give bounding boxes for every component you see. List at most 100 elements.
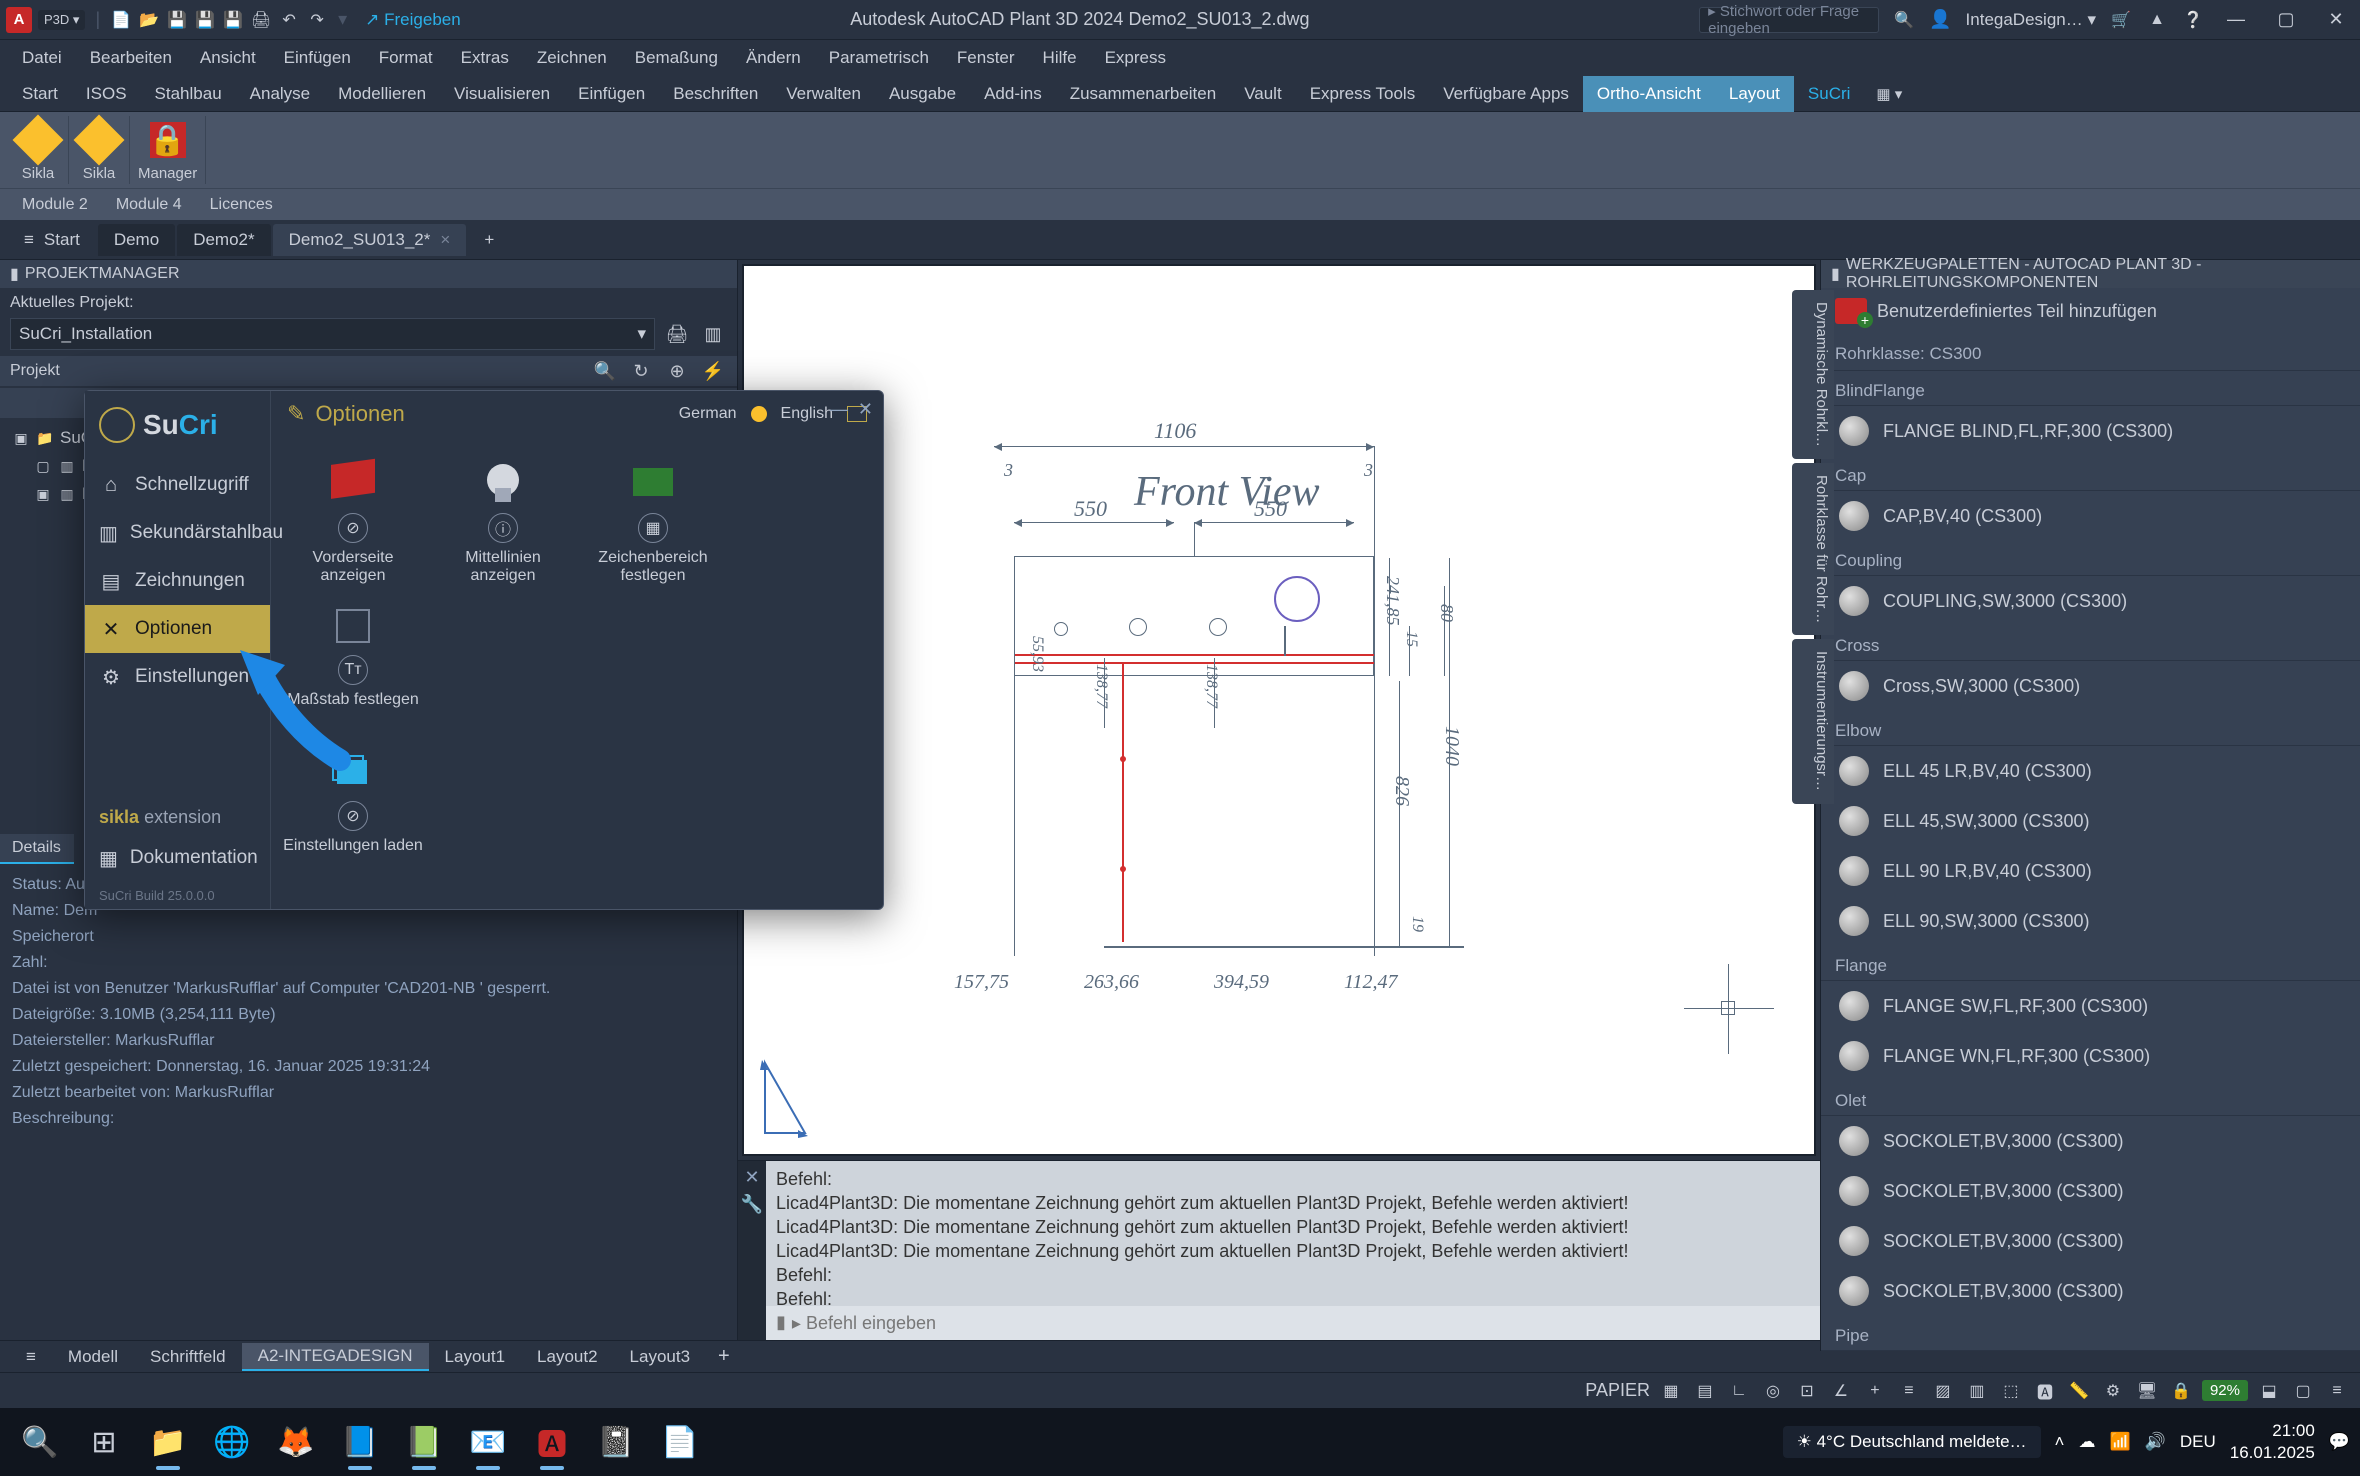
ribbon-tab-sucri[interactable]: SuCri xyxy=(1794,76,1865,112)
task-excel-icon[interactable]: 📗 xyxy=(394,1412,454,1472)
tray-chevron-icon[interactable]: ˄ xyxy=(2055,1432,2065,1452)
help-icon[interactable]: ❔ xyxy=(2182,9,2204,31)
qat-save-icon[interactable]: 💾 xyxy=(166,9,188,31)
taskbar-weather[interactable]: ☀ 4°C Deutschland meldete… xyxy=(1783,1426,2041,1458)
project-refresh-icon[interactable]: ↻ xyxy=(627,357,655,385)
ribbon-tab-visualisieren[interactable]: Visualisieren xyxy=(440,76,564,112)
menu-zeichnen[interactable]: Zeichnen xyxy=(523,40,621,76)
sb-ws-icon[interactable]: ⚙ xyxy=(2100,1378,2126,1404)
palette-item[interactable]: FLANGE WN,FL,RF,300 (CS300) xyxy=(1821,1031,2360,1081)
sucri-tile-vorderseite-anzeigen[interactable]: ⊘Vorderseite anzeigen xyxy=(283,453,423,585)
project-bolt-icon[interactable]: ⚡ xyxy=(699,357,727,385)
layout-tab-a2-integadesign[interactable]: A2-INTEGADESIGN xyxy=(242,1343,429,1371)
tray-volume-icon[interactable]: 🔊 xyxy=(2145,1432,2166,1452)
ribbon-tab-ausgabe[interactable]: Ausgabe xyxy=(875,76,970,112)
command-input[interactable]: ▮ ▸ Befehl eingeben xyxy=(766,1306,1820,1340)
sucri-close-button[interactable]: ✕ xyxy=(858,399,873,420)
ribbon-tab-verfügbare-apps[interactable]: Verfügbare Apps xyxy=(1429,76,1583,112)
task-acad-icon[interactable]: 🅰 xyxy=(522,1412,582,1472)
drawing-canvas[interactable]: 1106 Front View 550 550 3 3 xyxy=(742,264,1816,1156)
sb-track-icon[interactable]: ∠ xyxy=(1828,1378,1854,1404)
project-tool2-icon[interactable]: ▥ xyxy=(699,320,727,348)
menu-einfügen[interactable]: Einfügen xyxy=(270,40,365,76)
sucri-nav-zeichnungen[interactable]: ▤Zeichnungen xyxy=(85,557,270,605)
menu-fenster[interactable]: Fenster xyxy=(943,40,1029,76)
panel-tab-module-2[interactable]: Module 2 xyxy=(8,189,102,221)
task-search-icon[interactable]: 🔍 xyxy=(10,1412,70,1472)
ribbon-tab-zusammenarbeiten[interactable]: Zusammenarbeiten xyxy=(1056,76,1230,112)
menu-ändern[interactable]: Ändern xyxy=(732,40,815,76)
palette-item[interactable]: ELL 90 LR,BV,40 (CS300) xyxy=(1821,846,2360,896)
maximize-button[interactable]: ▢ xyxy=(2268,7,2304,33)
qat-open-icon[interactable]: 📂 xyxy=(138,9,160,31)
qat-saveall-icon[interactable]: 💾 xyxy=(222,9,244,31)
sb-iso-icon[interactable]: ⬓ xyxy=(2256,1378,2282,1404)
ribbon-tab-stahlbau[interactable]: Stahlbau xyxy=(141,76,236,112)
palette-item[interactable]: SOCKOLET,BV,3000 (CS300) xyxy=(1821,1166,2360,1216)
share-button[interactable]: ↗ Freigeben xyxy=(365,10,461,30)
ribbon-tab-beschriften[interactable]: Beschriften xyxy=(659,76,772,112)
tray-notify-icon[interactable]: 💬 xyxy=(2329,1432,2350,1452)
sb-sel-icon[interactable]: ▥ xyxy=(1964,1378,1990,1404)
task-outlook-icon[interactable]: 📧 xyxy=(458,1412,518,1472)
palette-item[interactable]: FLANGE BLIND,FL,RF,300 (CS300) xyxy=(1821,406,2360,456)
menu-hilfe[interactable]: Hilfe xyxy=(1029,40,1091,76)
menu-express[interactable]: Express xyxy=(1091,40,1180,76)
close-button[interactable]: ✕ xyxy=(2318,7,2354,33)
search-icon[interactable]: 🔍 xyxy=(1893,9,1915,31)
tray-wifi-icon[interactable]: 📶 xyxy=(2109,1432,2130,1452)
lang-toggle[interactable] xyxy=(751,406,767,422)
panel-tab-module-4[interactable]: Module 4 xyxy=(102,189,196,221)
sb-ortho-icon[interactable]: ∟ xyxy=(1726,1378,1752,1404)
palette-item[interactable]: ELL 45,SW,3000 (CS300) xyxy=(1821,796,2360,846)
zoom-level[interactable]: 92% xyxy=(2202,1380,2248,1401)
help-search-input[interactable]: ▸ Stichwort oder Frage eingeben xyxy=(1699,7,1879,33)
qat-new-icon[interactable]: 📄 xyxy=(110,9,132,31)
sb-scale-icon[interactable]: 📏 xyxy=(2066,1378,2092,1404)
sb-cust-icon[interactable]: ≡ xyxy=(2324,1378,2350,1404)
ribbon-tab-einfügen[interactable]: Einfügen xyxy=(564,76,659,112)
menu-parametrisch[interactable]: Parametrisch xyxy=(815,40,943,76)
ribbon-tab-start[interactable]: Start xyxy=(8,76,72,112)
command-history[interactable]: Befehl:Licad4Plant3D: Die momentane Zeic… xyxy=(766,1161,1820,1306)
qat-plot-icon[interactable]: 🖨 xyxy=(250,9,272,31)
app-badge[interactable]: A xyxy=(6,7,32,33)
ribbon-tab-verwalten[interactable]: Verwalten xyxy=(772,76,875,112)
palette-item[interactable]: SOCKOLET,BV,3000 (CS300) xyxy=(1821,1116,2360,1166)
ribbon-tab-vault[interactable]: Vault xyxy=(1230,76,1296,112)
apps-icon[interactable]: ▲ xyxy=(2146,9,2168,31)
palette-item[interactable]: SOCKOLET,BV,3000 (CS300) xyxy=(1821,1216,2360,1266)
sucri-minimize-button[interactable]: — xyxy=(830,399,848,420)
ribbon-tab-ortho-ansicht[interactable]: Ortho-Ansicht xyxy=(1583,76,1715,112)
palette-item[interactable]: CAP,BV,40 (CS300) xyxy=(1821,491,2360,541)
menu-extras[interactable]: Extras xyxy=(447,40,523,76)
product-menu[interactable]: P3D ▾ xyxy=(38,10,85,30)
palette-side-tab[interactable]: Rohrklasse für Rohr… xyxy=(1792,463,1834,635)
sb-snap-icon[interactable]: ▤ xyxy=(1692,1378,1718,1404)
details-tab[interactable]: Details xyxy=(0,834,74,864)
current-project-select[interactable]: SuCri_Installation▾ xyxy=(10,318,655,350)
sb-lock-icon[interactable]: 🔒 xyxy=(2168,1378,2194,1404)
tray-lang-label[interactable]: DEU xyxy=(2180,1432,2216,1452)
lang-english[interactable]: English xyxy=(781,405,833,423)
cart-icon[interactable]: 🛒 xyxy=(2110,9,2132,31)
sucri-tile-zeichenbereich-festlegen[interactable]: ▦Zeichenbereich festlegen xyxy=(583,453,723,585)
menu-format[interactable]: Format xyxy=(365,40,447,76)
menu-datei[interactable]: Datei xyxy=(8,40,76,76)
layout-tab-layout1[interactable]: Layout1 xyxy=(429,1343,522,1371)
layout-tab-modell[interactable]: Modell xyxy=(52,1343,134,1371)
ribbon-overflow-icon[interactable]: ▦ ▾ xyxy=(1876,85,1902,103)
minimize-button[interactable]: — xyxy=(2218,7,2254,33)
ribbon-tab-express-tools[interactable]: Express Tools xyxy=(1296,76,1430,112)
sb-gi-icon[interactable]: ⬚ xyxy=(1998,1378,2024,1404)
tray-onedrive-icon[interactable]: ☁ xyxy=(2078,1432,2095,1452)
cmd-close-icon[interactable]: ✕ xyxy=(744,1167,759,1188)
user-menu[interactable]: IntegaDesign… ▾ xyxy=(1966,10,2096,30)
lang-german[interactable]: German xyxy=(679,405,737,423)
ribbon-tab-isos[interactable]: ISOS xyxy=(72,76,141,112)
palette-side-tab[interactable]: Dynamische Rohrkl… xyxy=(1792,290,1834,459)
palette-item[interactable]: Cross,SW,3000 (CS300) xyxy=(1821,661,2360,711)
panel-tab-licences[interactable]: Licences xyxy=(196,189,287,221)
qat-redo-icon[interactable]: ↷ xyxy=(306,9,328,31)
sb-lw-icon[interactable]: ≡ xyxy=(1896,1378,1922,1404)
